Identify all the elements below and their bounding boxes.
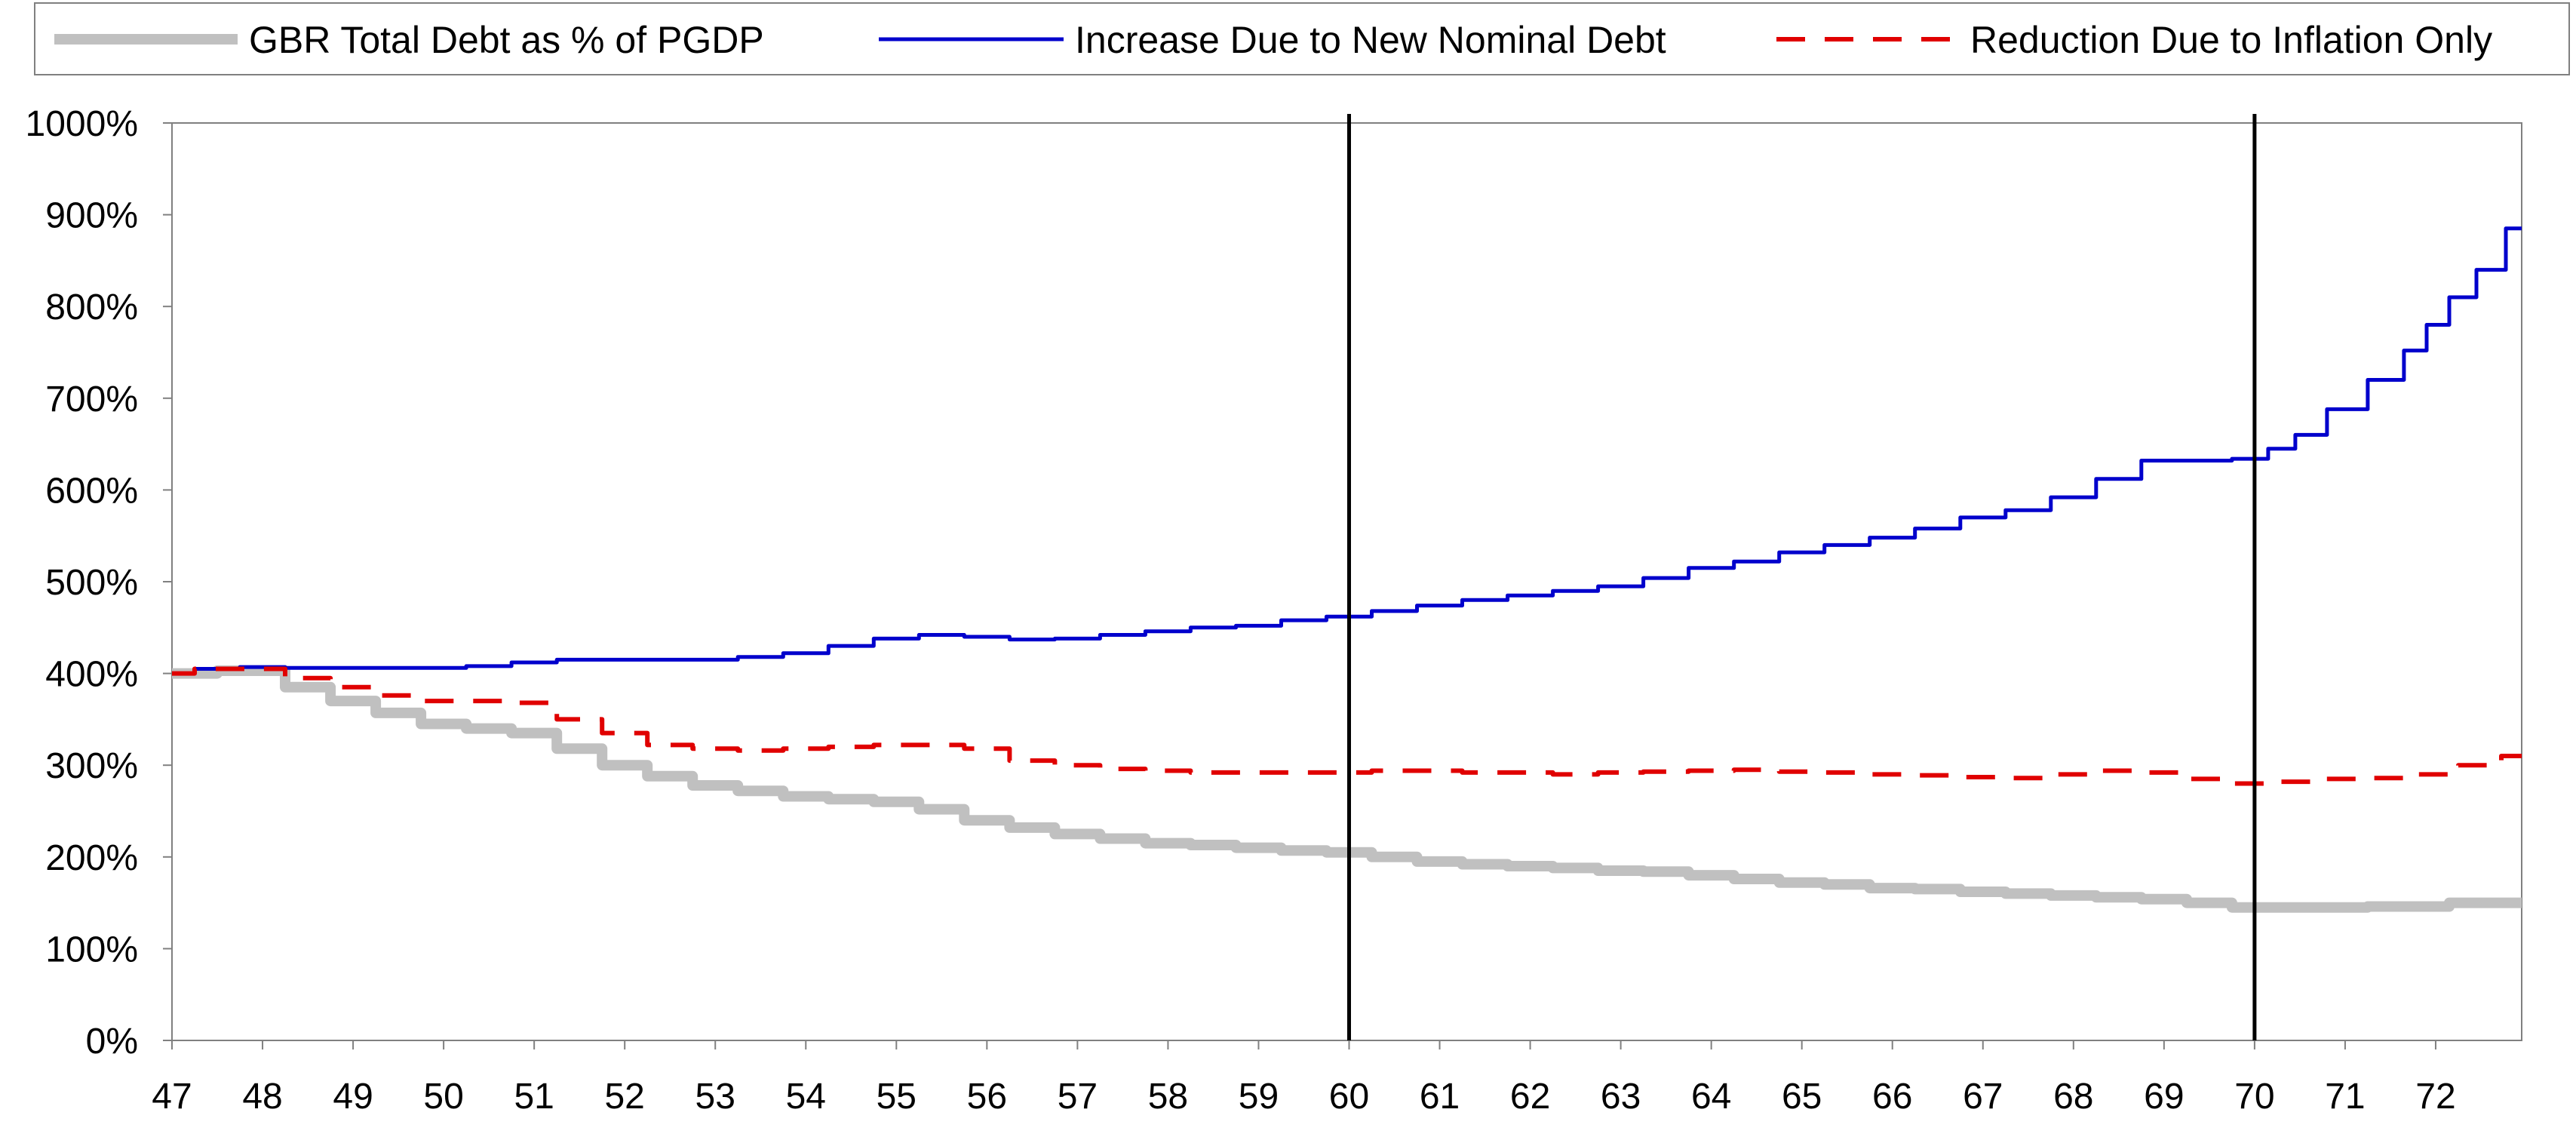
x-tick-label: 53 (695, 1077, 735, 1117)
y-tick-label: 500% (45, 563, 138, 603)
y-axis: 0% 100% 200% 300% 400% 500% 600% 700% 800% 900% 10… (26, 104, 173, 1062)
y-tick-label: 0% (86, 1022, 138, 1062)
series-layer (172, 226, 2522, 913)
x-tick-label: 70 (2234, 1077, 2274, 1117)
legend-label-0: GBR Total Debt as % of PGDP (249, 19, 764, 61)
series-line-2 (172, 666, 2522, 786)
x-tick-label: 59 (1239, 1077, 1279, 1117)
legend-label-2: Reduction Due to Inflation Only (1970, 19, 2492, 61)
x-tick-label: 66 (1872, 1077, 1912, 1117)
x-tick-label: 71 (2325, 1077, 2365, 1117)
x-tick-label: 48 (242, 1077, 282, 1117)
series-line-0 (172, 665, 2522, 913)
x-tick-label: 60 (1329, 1077, 1369, 1117)
y-tick-label: 400% (45, 655, 138, 695)
y-tick-label: 800% (45, 287, 138, 327)
y-tick-label: 1000% (26, 104, 138, 144)
x-tick-label: 68 (2053, 1077, 2093, 1117)
x-tick-label: 47 (152, 1077, 192, 1117)
series-line-1 (172, 226, 2522, 676)
x-tick-label: 50 (423, 1077, 463, 1117)
x-tick-label: 54 (786, 1077, 826, 1117)
y-tick-label: 200% (45, 838, 138, 878)
x-tick-label: 51 (514, 1077, 554, 1117)
x-tick-label: 49 (333, 1077, 373, 1117)
legend-box (34, 2, 2570, 75)
plot-area (171, 122, 2522, 1041)
vertical-markers (1347, 114, 2257, 1040)
x-tick-label: 57 (1058, 1077, 1098, 1117)
y-tick-label: 600% (45, 471, 138, 511)
y-tick-label: 700% (45, 380, 138, 419)
x-tick-label: 69 (2144, 1077, 2184, 1117)
x-tick-label: 65 (1782, 1077, 1822, 1117)
x-tick-label: 62 (1510, 1077, 1550, 1117)
x-tick-label: 61 (1420, 1077, 1460, 1117)
x-tick-label: 56 (967, 1077, 1007, 1117)
x-tick-label: 58 (1148, 1077, 1188, 1117)
y-tick-label: 300% (45, 746, 138, 786)
y-tick-label: 900% (45, 196, 138, 236)
x-axis: 47 48 49 50 51 52 53 54 55 56 57 58 59 60 61 62 63 64 65 66… (152, 1040, 2522, 1117)
x-tick-label: 67 (1963, 1077, 2003, 1117)
legend-label-1: Increase Due to New Nominal Debt (1075, 19, 1666, 61)
x-tick-label: 55 (877, 1077, 916, 1117)
y-tick-label: 100% (45, 930, 138, 970)
legend: GBR Total Debt as % of PGDP Increase Due … (34, 2, 2570, 75)
x-tick-label: 63 (1601, 1077, 1641, 1117)
x-tick-label: 64 (1691, 1077, 1731, 1117)
x-tick-label: 72 (2415, 1077, 2455, 1117)
x-tick-label: 52 (604, 1077, 644, 1117)
